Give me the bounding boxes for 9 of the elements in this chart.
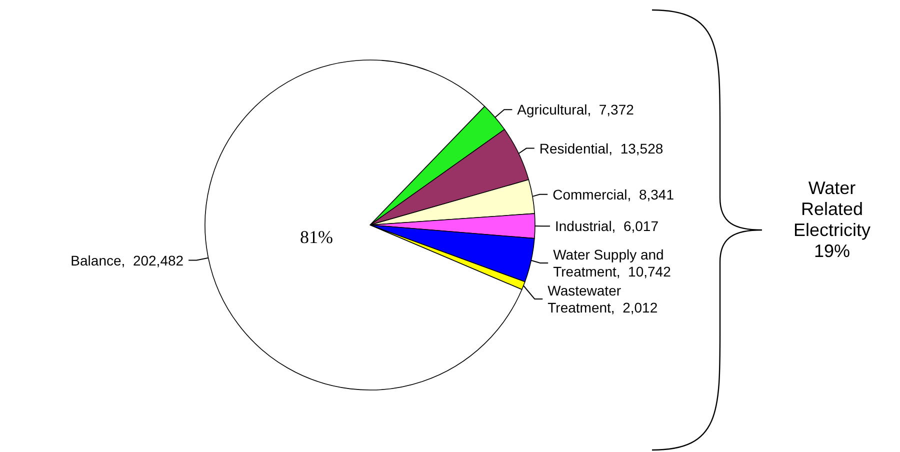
text: Water Related Electricity 19%: [792, 178, 872, 262]
slice-label: Residential, 13,528: [539, 140, 664, 156]
slice-label: Balance, 202,482: [70, 252, 184, 268]
slice-label: Water Supply and Treatment, 10,742: [553, 246, 672, 280]
slice-label: Wastewater Treatment, 2,012: [548, 282, 658, 316]
slice-label: Commercial, 8,341: [552, 186, 674, 202]
text: 81%: [300, 227, 333, 247]
slice-label: Agricultural, 7,372: [517, 102, 634, 118]
slice-label: Industrial, 6,017: [555, 218, 659, 234]
